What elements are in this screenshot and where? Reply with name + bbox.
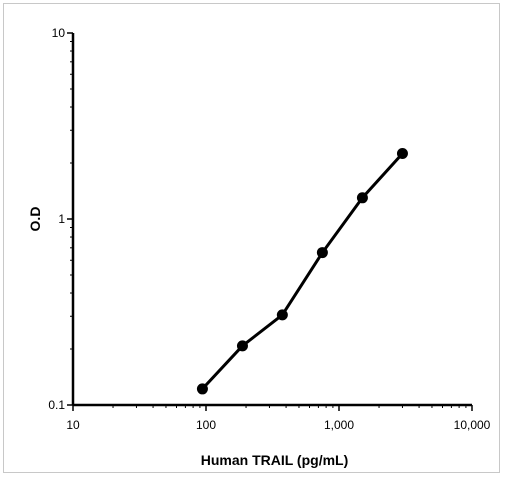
axes: 10 100 1,000 10,000 0.1 1 10 <box>48 26 490 432</box>
y-tick-label: 1 <box>58 212 65 226</box>
x-tick-label: 100 <box>196 418 216 432</box>
data-point <box>316 247 328 259</box>
data-point <box>396 147 408 159</box>
data-point <box>196 383 208 395</box>
series-line <box>201 152 404 390</box>
data-point <box>236 340 248 352</box>
series-layer <box>196 147 408 395</box>
chart-frame <box>3 3 500 473</box>
y-axis-title: O.D <box>27 207 43 232</box>
x-tick-label: 10 <box>66 418 80 432</box>
y-tick-label: 0.1 <box>48 398 65 412</box>
data-point <box>356 192 368 204</box>
x-tick-label: 10,000 <box>454 418 491 432</box>
x-axis-title: Human TRAIL (pg/mL) <box>201 452 349 468</box>
y-tick-label: 10 <box>52 26 66 40</box>
data-point <box>276 309 288 321</box>
x-tick-label: 1,000 <box>324 418 354 432</box>
